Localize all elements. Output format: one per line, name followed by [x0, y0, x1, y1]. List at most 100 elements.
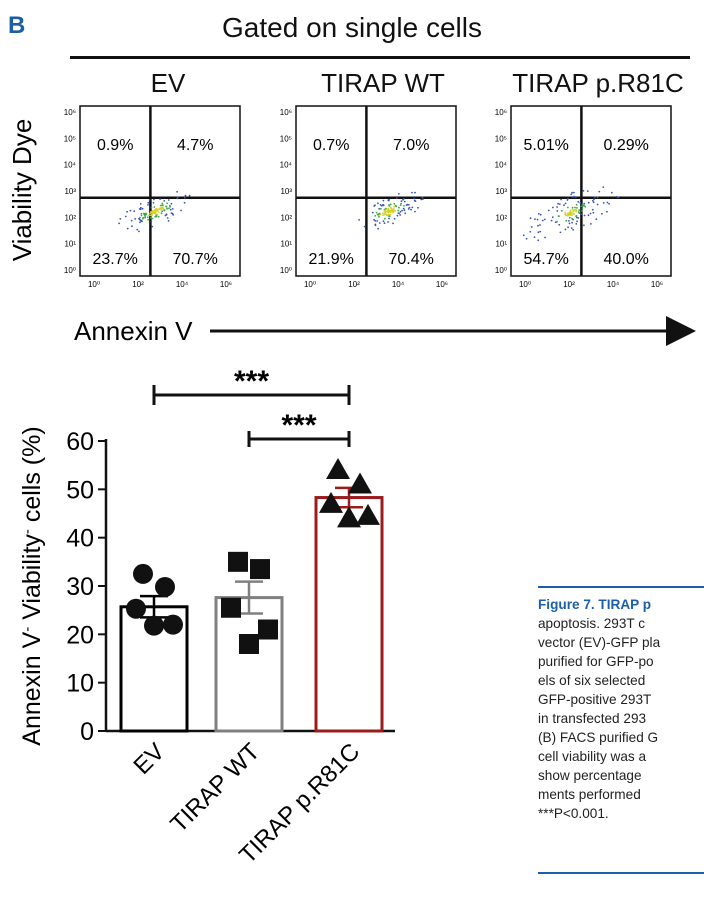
flow-event [374, 220, 377, 222]
flow-event [375, 211, 378, 214]
flow-event [131, 225, 133, 228]
flow-event [141, 207, 144, 210]
flow-event [129, 209, 132, 212]
quadrant-lower-right: 40.0% [604, 251, 649, 268]
flow-event [144, 214, 146, 217]
flow-event [143, 212, 146, 215]
flow-event [148, 214, 151, 217]
flow-event [161, 207, 164, 210]
flow-event [171, 212, 174, 215]
flow-event [572, 228, 574, 231]
flow-event [529, 230, 532, 233]
flow-event [373, 218, 375, 221]
flow-event [577, 217, 580, 219]
flow-event [147, 201, 150, 204]
flow-event [574, 206, 576, 209]
flow-event [558, 215, 560, 217]
quadrant-lower-left: 23.7% [93, 251, 138, 268]
flow-event [556, 206, 558, 208]
flow-event [400, 200, 403, 202]
data-point [258, 619, 278, 640]
y-tick-label: 30 [66, 573, 94, 601]
quadrant-upper-right: 4.7% [177, 137, 213, 154]
data-point [239, 634, 259, 654]
flow-event [556, 220, 558, 223]
flow-event [380, 204, 383, 207]
caption-line: apoptosis. 293T c [538, 616, 646, 631]
flow-event [161, 210, 164, 213]
gate-title: Gated on single cells [222, 12, 482, 43]
flow-event [145, 213, 148, 216]
caption-line: ments performed [538, 787, 641, 802]
flow-event [544, 236, 546, 239]
flow-event [571, 221, 573, 224]
flow-event [376, 220, 379, 222]
data-point [228, 551, 248, 572]
flow-event [161, 204, 164, 207]
flow-event [382, 199, 385, 202]
flow-event [388, 217, 390, 220]
flow-event [593, 198, 595, 201]
flow-event [382, 220, 385, 223]
flow-event [165, 213, 168, 216]
flow-event [151, 217, 154, 220]
data-point [221, 597, 241, 618]
flow-event [586, 190, 589, 192]
data-point [163, 614, 183, 635]
quadrant-lower-right: 70.7% [173, 251, 218, 268]
flow-event [162, 208, 165, 210]
flow-event [138, 217, 140, 220]
flow-event [576, 207, 578, 209]
flow-event [140, 212, 143, 215]
flow-event [411, 206, 414, 209]
flow-event [567, 213, 570, 216]
flow-event [130, 219, 133, 222]
flow-y-tick-label: 10² [495, 213, 507, 222]
flow-event [547, 209, 550, 212]
flow-event [391, 208, 393, 211]
flow-event [571, 206, 574, 209]
flow-event [167, 199, 170, 201]
flow-event [587, 214, 590, 217]
flow-x-tick-label: 10⁶ [220, 280, 232, 289]
flow-event [402, 207, 405, 210]
flow-x-tick-label: 10⁰ [519, 280, 531, 289]
flow-event [541, 219, 544, 222]
flow-event [385, 210, 388, 213]
flow-x-axis-title: Annexin V [74, 316, 193, 346]
flow-event [539, 224, 541, 226]
flow-plot-title-ev: EV [150, 68, 186, 98]
flow-event [525, 237, 528, 240]
flow-event [118, 222, 120, 225]
flow-event [413, 199, 416, 202]
flow-y-tick-label: 10⁵ [495, 134, 507, 143]
flow-event [384, 212, 386, 214]
flow-event [167, 220, 170, 222]
flow-event [420, 198, 423, 201]
flow-y-tick-label: 10³ [495, 187, 507, 196]
significance-label: *** [234, 365, 269, 398]
flow-event [592, 211, 595, 214]
flow-x-tick-label: 10⁴ [607, 280, 620, 289]
flow-event [176, 190, 179, 193]
flow-event [177, 196, 179, 198]
flow-event [140, 206, 142, 209]
flow-event [403, 205, 405, 207]
flow-event [147, 218, 150, 221]
flow-event [529, 217, 532, 220]
flow-event [171, 208, 174, 210]
flow-event [397, 209, 400, 212]
data-point [326, 458, 350, 479]
flow-event [379, 207, 382, 210]
flow-event [534, 218, 536, 220]
flow-event [530, 226, 533, 228]
flow-event [573, 191, 575, 194]
flow-event [558, 223, 561, 226]
flow-event [134, 218, 137, 220]
flow-event [387, 221, 389, 223]
flow-event [584, 205, 587, 208]
flow-event [384, 209, 386, 212]
data-point [144, 615, 164, 636]
flow-event [595, 218, 598, 221]
flow-event [539, 230, 542, 233]
